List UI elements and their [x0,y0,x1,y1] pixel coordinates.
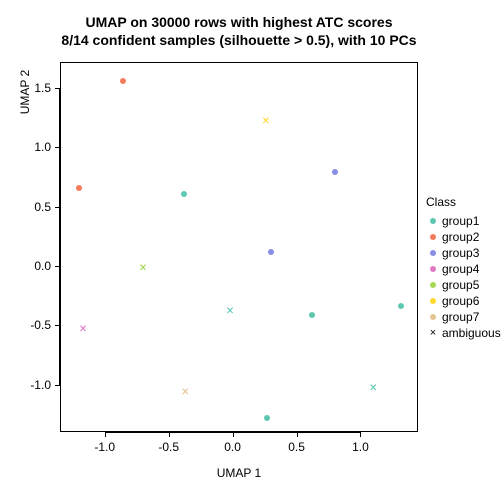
y-tick [55,385,60,386]
legend-item-label: group3 [442,246,479,260]
x-tick [169,432,170,437]
y-axis-line [59,88,60,384]
dot-icon [426,266,440,272]
data-point: × [139,262,147,275]
legend-item-group7: group7 [426,309,501,325]
y-tick-label: -0.5 [23,318,51,332]
data-point [268,249,274,255]
x-tick [297,432,298,437]
x-tick-label: -0.5 [158,440,179,454]
x-tick-label: -1.0 [94,440,115,454]
x-tick-label: 0.0 [224,440,241,454]
legend-item-label: group7 [442,310,479,324]
y-tick [55,207,60,208]
dot-icon [426,314,440,320]
plot-area [60,62,418,432]
y-axis-title: UMAP 2 [18,0,32,277]
data-point [181,191,187,197]
legend-item-label: group6 [442,294,479,308]
umap-scatter-chart: UMAP on 30000 rows with highest ATC scor… [0,0,504,504]
dot-icon [426,218,440,224]
data-point: × [369,382,377,395]
y-tick [55,147,60,148]
legend-item-label: group4 [442,262,479,276]
x-tick [360,432,361,437]
y-tick-label: 0.5 [23,200,51,214]
legend-item-ambiguous: ×ambiguous [426,325,501,341]
y-tick-label: 0.0 [23,259,51,273]
data-point [309,312,315,318]
legend-item-group1: group1 [426,213,501,229]
y-tick [55,266,60,267]
x-tick [105,432,106,437]
data-point [398,303,404,309]
data-point [264,415,270,421]
data-point: × [226,305,234,318]
x-tick [233,432,234,437]
y-tick [55,325,60,326]
legend-item-group5: group5 [426,277,501,293]
legend-item-group4: group4 [426,261,501,277]
dot-icon [426,298,440,304]
y-tick-label: -1.0 [23,378,51,392]
data-point: × [262,115,270,128]
legend-item-label: group5 [442,278,479,292]
data-point [332,169,338,175]
dot-icon [426,234,440,240]
x-axis-title: UMAP 1 [60,466,418,480]
data-point: × [181,385,189,398]
y-tick [55,88,60,89]
cross-icon: × [426,327,440,339]
dot-icon [426,282,440,288]
data-point [76,185,82,191]
data-point [120,78,126,84]
legend-item-label: group2 [442,230,479,244]
y-tick-label: 1.0 [23,140,51,154]
legend-item-label: group1 [442,214,479,228]
dot-icon [426,250,440,256]
legend-item-group2: group2 [426,229,501,245]
x-tick-label: 0.5 [288,440,305,454]
legend-title: Class [426,195,501,209]
x-tick-label: 1.0 [352,440,369,454]
legend-item-label: ambiguous [442,326,501,340]
data-point: × [79,322,87,335]
y-tick-label: 1.5 [23,81,51,95]
legend-item-group3: group3 [426,245,501,261]
legend: Class group1 group2 group3 group4 group5 grou… [426,195,501,341]
legend-item-group6: group6 [426,293,501,309]
chart-title: UMAP on 30000 rows with highest ATC scor… [60,14,418,49]
